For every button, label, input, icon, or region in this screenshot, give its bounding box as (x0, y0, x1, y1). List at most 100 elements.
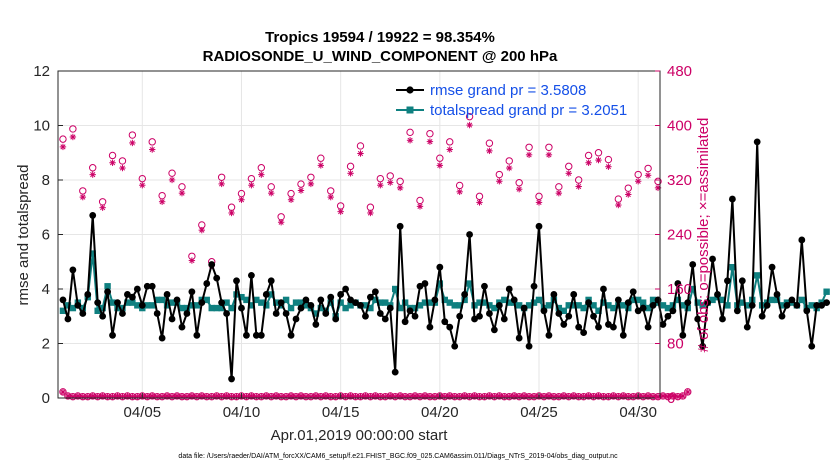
totalspread-point (287, 304, 295, 312)
left-tick-label: 0 (42, 390, 50, 407)
totalspread-point (144, 302, 151, 309)
obs-assimilated-marker (486, 147, 493, 155)
totalspread-point (644, 304, 652, 312)
totalspread-point (595, 307, 602, 314)
obs-assimilated-stroke (556, 190, 562, 196)
rmse-point (783, 301, 791, 309)
rmse-point (163, 291, 171, 298)
totalspread-point (694, 299, 701, 306)
legend-spread-marker (406, 106, 414, 114)
totalspread-point (456, 302, 463, 309)
totalspread-point (545, 302, 553, 309)
totalspread-point (530, 299, 538, 306)
obs-assimilated-marker (406, 137, 414, 144)
totalspread-point (481, 299, 488, 306)
totalspread-point (243, 296, 250, 304)
rmse-point (530, 282, 538, 290)
rmse-point (535, 222, 543, 230)
obs-assimilated-marker (188, 257, 196, 264)
totalspread-point (213, 304, 220, 312)
left-tick-label: 6 (42, 227, 50, 244)
rmse-point (679, 331, 687, 339)
rmse-point (540, 307, 548, 315)
obs-possible-marker (118, 157, 127, 165)
rmse-point (595, 323, 602, 331)
obs-assimilated-stroke (417, 203, 423, 209)
obs-assimilated-marker (377, 182, 384, 189)
obs-possible-marker (485, 139, 494, 147)
obs-assimilated-marker (605, 163, 612, 170)
left-tick-label: 12 (33, 63, 50, 80)
obs-assimilated-stroke (476, 199, 483, 205)
totalspread-point (228, 304, 235, 312)
obs-assimilated-stroke (566, 170, 572, 176)
rmse-point (59, 296, 67, 304)
rmse-point (128, 293, 136, 301)
rmse-point (158, 334, 166, 342)
totalspread-point (362, 302, 369, 309)
totalspread-point (272, 299, 280, 306)
rmse-point (793, 301, 801, 309)
rmse-point (684, 299, 692, 307)
rmse-point (476, 312, 483, 320)
totalspread-point (798, 296, 806, 304)
rmse-point (119, 310, 126, 317)
obs-assimilated-stroke (159, 199, 165, 205)
right-tick-label: 0 (667, 390, 675, 407)
obs-assimilated-stroke (357, 150, 364, 157)
totalspread-point (411, 304, 419, 312)
rmse-point (495, 301, 503, 309)
obs-assimilated-stroke (169, 177, 175, 183)
obs-assimilated-stroke (308, 181, 314, 187)
totalspread-point (258, 299, 265, 306)
totalspread-point (89, 250, 96, 257)
obs-assimilated-marker (99, 204, 106, 211)
obs-assimilated-stroke (576, 183, 582, 190)
rmse-point (79, 310, 87, 317)
obs-assimilated-marker (258, 171, 265, 178)
rmse-point (391, 368, 399, 376)
rmse-point (252, 331, 260, 339)
rmse-point (609, 323, 617, 331)
obs-possible-marker (594, 149, 603, 157)
rmse-point (143, 282, 151, 290)
totalspread-point (461, 296, 468, 304)
rmse-point (347, 296, 354, 304)
rmse-point (808, 342, 816, 350)
obs-assimilated-stroke (670, 393, 676, 399)
obs-possible-marker (356, 142, 365, 150)
rmse-point (282, 310, 290, 317)
rmse-point (674, 280, 682, 287)
obs-assimilated-marker (268, 189, 275, 197)
obs-assimilated-marker (684, 388, 691, 396)
obs-possible-marker (574, 176, 583, 184)
rmse-point (287, 331, 295, 339)
rmse-point (203, 280, 211, 287)
totalspread-point (823, 288, 830, 295)
obs-possible-marker (525, 143, 533, 152)
obs-assimilated-stroke (80, 194, 86, 200)
obs-assimilated-stroke (60, 144, 66, 150)
obs-assimilated-marker (387, 179, 394, 186)
obs-possible-marker (317, 154, 325, 162)
obs-possible-marker (604, 155, 613, 164)
obs-assimilated-marker (317, 162, 325, 169)
obs-assimilated-stroke (595, 157, 602, 163)
grid-lines (58, 70, 660, 399)
obs-assimilated-marker (545, 151, 553, 159)
obs-assimilated-marker (535, 199, 543, 206)
legend-rmse-label: rmse grand pr = 3.5808 (430, 82, 586, 99)
rmse-point (634, 307, 642, 315)
obs-assimilated-stroke (318, 162, 324, 168)
rmse-point (590, 312, 597, 320)
series-lines (59, 138, 830, 383)
obs-assimilated-marker (416, 203, 424, 210)
totalspread-point (709, 296, 716, 304)
rmse-point (243, 331, 250, 339)
rmse-point (719, 315, 726, 323)
rmse-point (728, 195, 736, 203)
totalspread-point (515, 302, 523, 309)
rmse-point (733, 307, 741, 315)
rmse-point (600, 285, 607, 293)
obs-possible-marker (545, 143, 553, 152)
